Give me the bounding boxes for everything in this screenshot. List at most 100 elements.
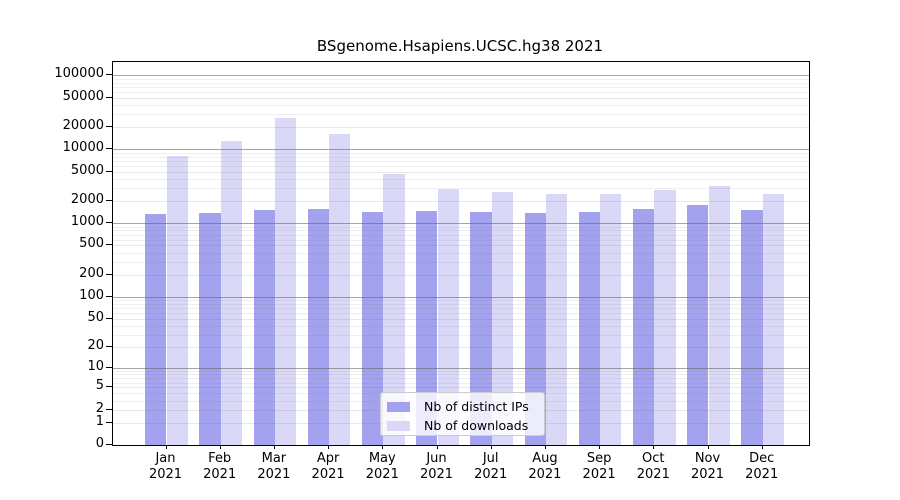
- x-tick-label-feb: Feb 2021: [192, 451, 248, 483]
- bar-downloads-apr: [329, 133, 351, 445]
- gridline-7: [113, 378, 809, 380]
- y-tick-mark-100000: [106, 74, 113, 76]
- plot-area: [112, 61, 810, 446]
- y-tick-label-100: 100: [79, 287, 104, 303]
- x-tick-label-year: 2021: [690, 467, 725, 482]
- legend-label-distinct-ips: Nb of distinct IPs: [424, 399, 529, 414]
- gridline-7000: [113, 160, 809, 162]
- x-tick-label-nov: Nov 2021: [680, 451, 736, 483]
- gridline-500: [113, 245, 809, 247]
- y-tick-label-20000: 20000: [62, 118, 104, 134]
- gridline-20000: [113, 127, 809, 129]
- bar-ips-jan: [145, 213, 167, 445]
- x-tick-label-year: 2021: [636, 467, 670, 482]
- bar-downloads-dec: [762, 194, 785, 445]
- y-tick-label-2: 2: [95, 400, 104, 416]
- bar-downloads-aug: [545, 194, 568, 445]
- x-tick-label-may: May 2021: [354, 451, 410, 483]
- x-tick-label-year: 2021: [582, 467, 616, 482]
- gridline-30: [113, 334, 809, 336]
- x-tick-label-month: Dec: [749, 451, 775, 466]
- y-tick-mark-200: [106, 273, 113, 275]
- bar-ips-dec: [741, 210, 763, 445]
- gridline-900: [113, 226, 809, 228]
- x-tick-label-year: 2021: [528, 467, 562, 482]
- gridline-90: [113, 300, 809, 302]
- grid-layer: [113, 62, 809, 445]
- x-tick-mark-dec: [761, 445, 763, 449]
- y-tick-label-1000: 1000: [70, 214, 104, 230]
- y-tick-mark-1: [106, 421, 113, 423]
- gridline-5000: [113, 171, 809, 173]
- y-tick-mark-50: [106, 317, 113, 319]
- y-tick-label-500: 500: [79, 236, 104, 252]
- x-tick-label-year: 2021: [419, 467, 454, 482]
- y-tick-label-1: 1: [95, 413, 104, 429]
- gridline-8: [113, 374, 809, 376]
- bar-ips-oct: [632, 208, 655, 445]
- y-tick-label-2000: 2000: [70, 192, 104, 208]
- gridline-10: [113, 368, 809, 370]
- x-tick-label-year: 2021: [745, 467, 779, 482]
- y-tick-mark-50000: [106, 96, 113, 98]
- x-tick-mark-aug: [544, 445, 546, 449]
- x-tick-label-month: Nov: [694, 451, 721, 466]
- legend-swatch-distinct-ips: [387, 401, 410, 412]
- bar-ips-jul: [470, 212, 492, 445]
- x-tick-label-month: May: [368, 451, 396, 466]
- gridline-30000: [113, 114, 809, 116]
- y-tick-label-50: 50: [87, 309, 104, 325]
- x-tick-label-aug: Aug 2021: [517, 451, 573, 483]
- gridline-300: [113, 261, 809, 263]
- x-tick-mark-jun: [436, 445, 438, 449]
- x-tick-mark-jul: [490, 445, 492, 449]
- x-tick-label-year: 2021: [365, 467, 399, 482]
- x-tick-label-apr: Apr 2021: [300, 451, 356, 483]
- legend-label-downloads: Nb of downloads: [424, 418, 529, 433]
- bar-ips-nov: [687, 205, 709, 445]
- x-tick-mark-may: [382, 445, 384, 449]
- x-tick-label-dec: Dec 2021: [734, 451, 790, 483]
- x-tick-label-month: Oct: [642, 451, 665, 466]
- y-tick-label-20: 20: [87, 338, 104, 354]
- legend: Nb of distinct IPs Nb of downloads: [380, 392, 545, 436]
- y-tick-label-5000: 5000: [70, 162, 104, 178]
- chart-title: BSgenome.Hsapiens.UCSC.hg38 2021: [316, 37, 604, 55]
- y-tick-mark-2000: [106, 200, 113, 202]
- bar-ips-sep: [578, 212, 601, 445]
- gridline-6000: [113, 165, 809, 167]
- x-tick-label-mar: Mar 2021: [246, 451, 302, 483]
- y-tick-mark-10000: [106, 148, 113, 150]
- y-tick-mark-500: [106, 244, 113, 246]
- bar-downloads-may: [383, 174, 405, 445]
- x-tick-label-year: 2021: [148, 467, 183, 482]
- gridline-40000: [113, 104, 809, 106]
- x-tick-label-year: 2021: [311, 467, 345, 482]
- y-tick-mark-20000: [106, 126, 113, 128]
- y-tick-label-0: 0: [95, 436, 104, 451]
- gridline-90000: [113, 78, 809, 80]
- bar-downloads-nov: [708, 185, 730, 445]
- bar-layer: [113, 62, 809, 445]
- x-tick-label-oct: Oct 2021: [625, 451, 681, 483]
- x-tick-label-month: Jan: [155, 451, 176, 466]
- bar-ips-aug: [524, 213, 546, 445]
- y-tick-mark-10: [106, 367, 113, 369]
- gridline-20: [113, 347, 809, 349]
- bar-downloads-jun: [437, 189, 459, 445]
- x-tick-label-month: Feb: [208, 451, 232, 466]
- bar-ips-may: [361, 211, 384, 445]
- gridline-5: [113, 387, 809, 389]
- bar-downloads-oct: [654, 189, 676, 445]
- y-tick-label-200: 200: [79, 265, 104, 281]
- gridline-800: [113, 230, 809, 232]
- bar-ips-mar: [253, 210, 275, 445]
- y-tick-mark-20: [106, 346, 113, 348]
- x-tick-label-sep: Sep 2021: [571, 451, 627, 483]
- y-tick-mark-1000: [106, 222, 113, 224]
- gridline-50000: [113, 97, 809, 99]
- gridline-2000: [113, 201, 809, 203]
- gridline-600: [113, 239, 809, 241]
- x-tick-label-jul: Jul 2021: [463, 451, 519, 483]
